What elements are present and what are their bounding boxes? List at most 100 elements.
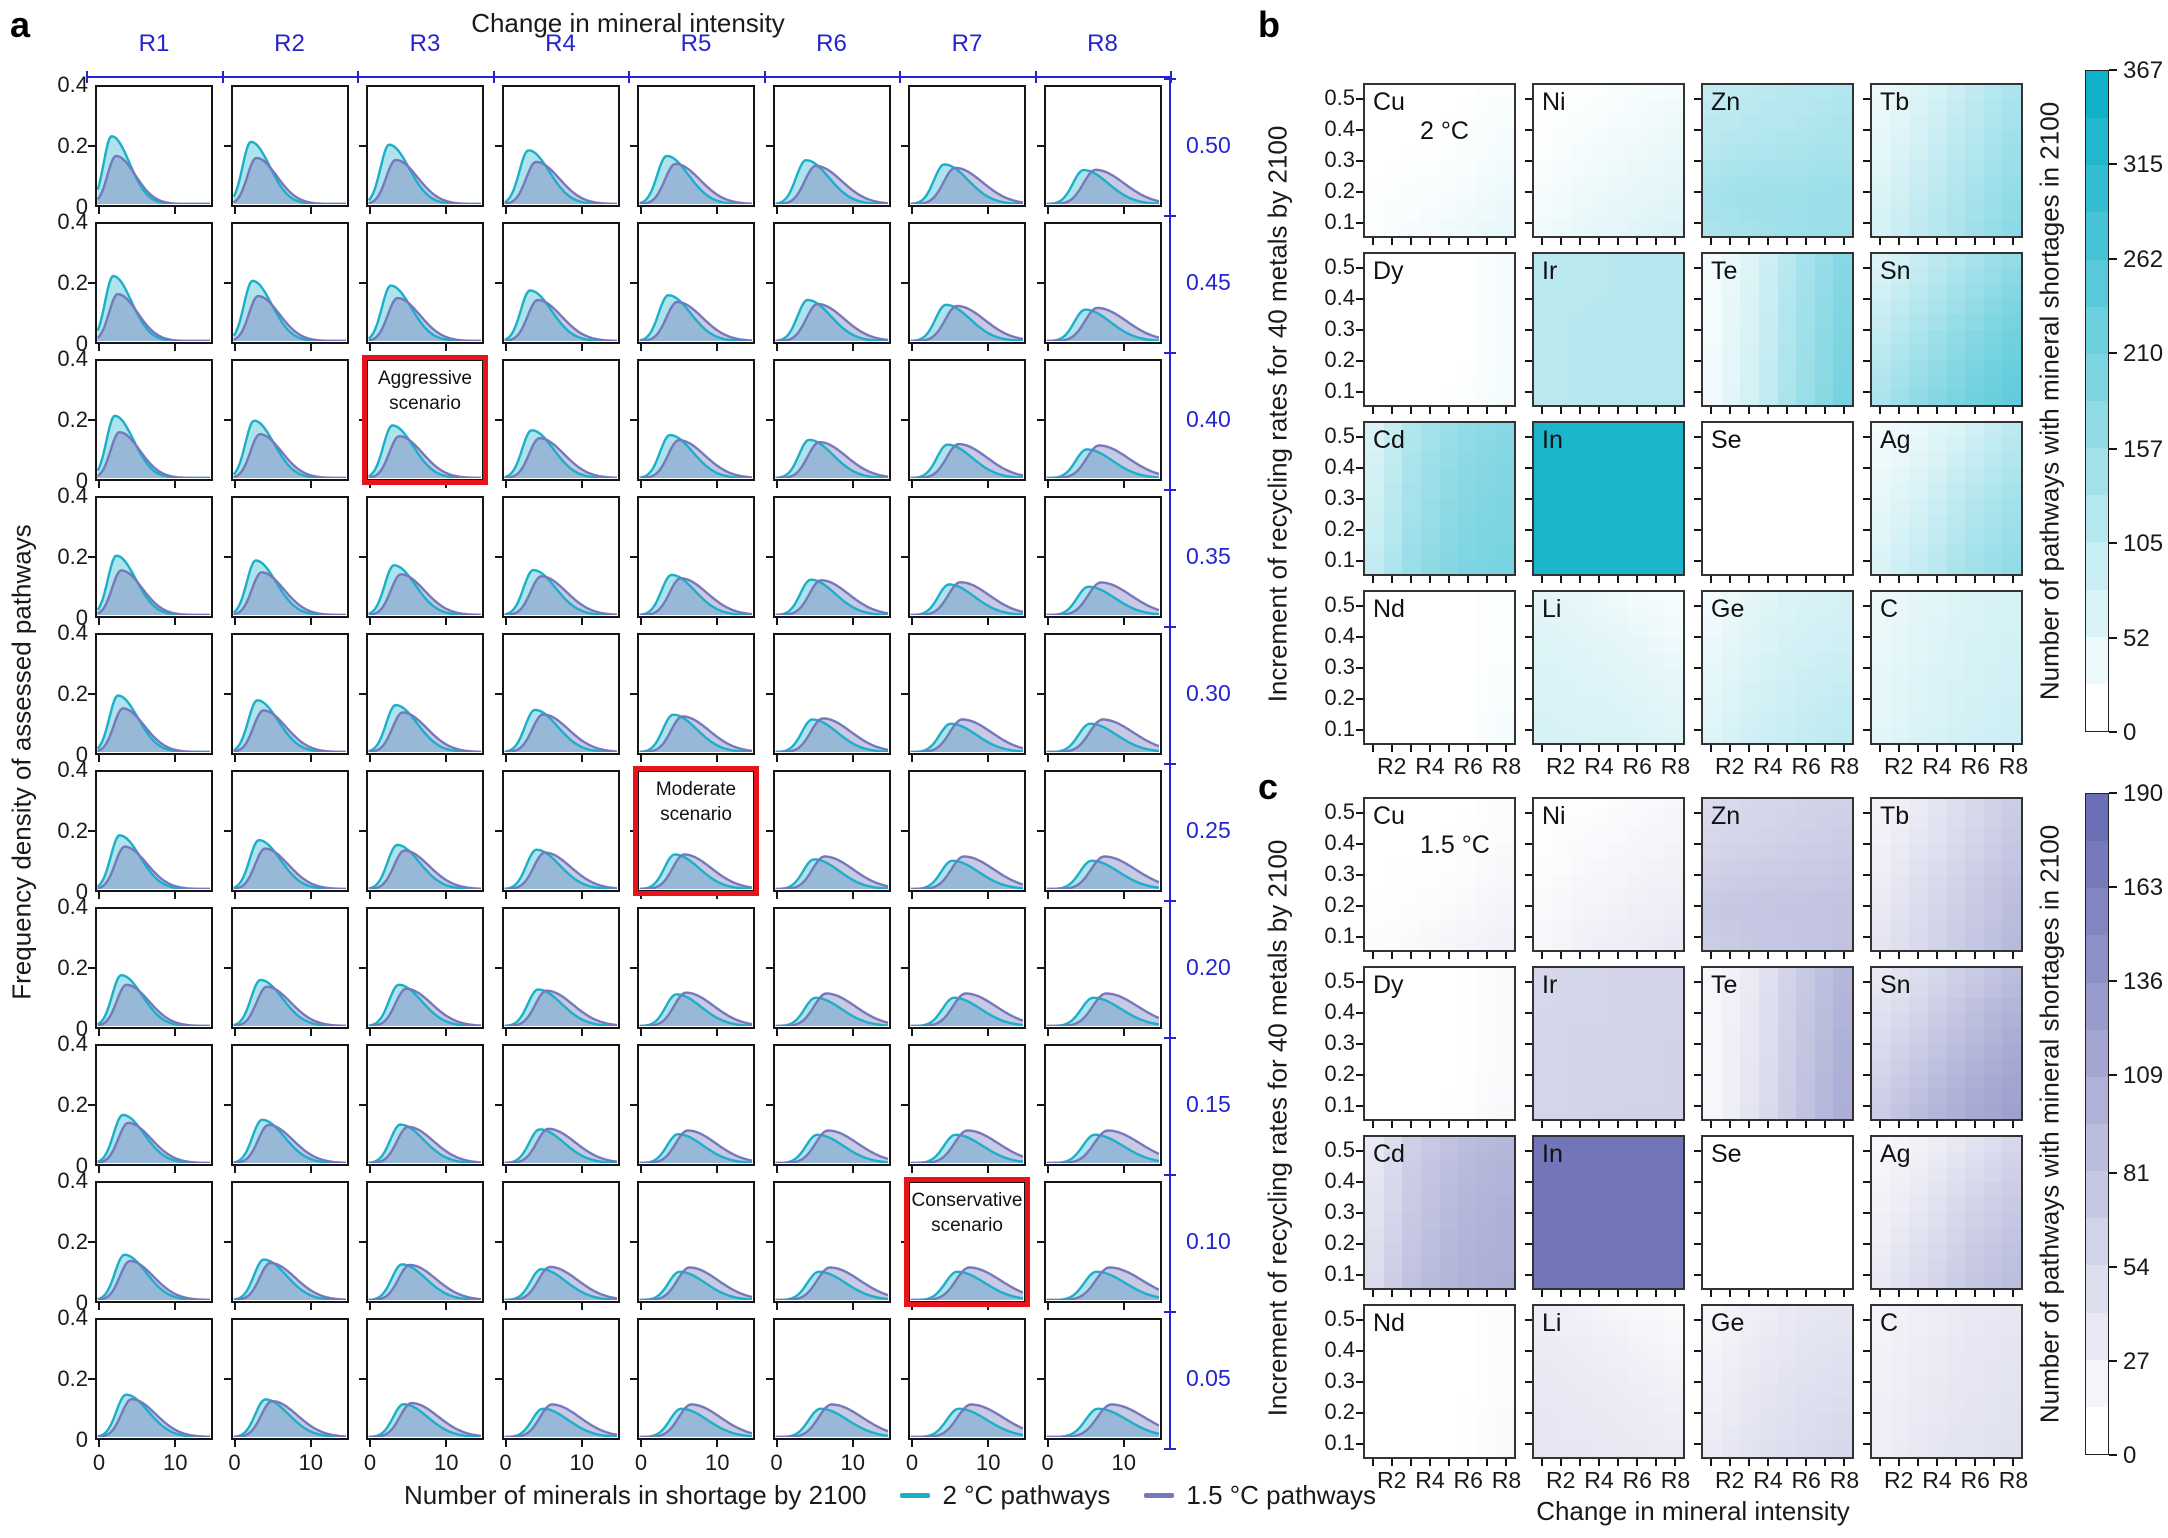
heat-left-tick <box>1694 1012 1701 1014</box>
heatmap-cell <box>1946 874 1966 890</box>
heat-bottom-tick <box>1843 1121 1846 1128</box>
heatmap-cell <box>1476 652 1496 668</box>
top-blue-tick <box>492 71 495 83</box>
heatmap-cell <box>1721 1137 1741 1153</box>
density-line-2c <box>639 853 752 889</box>
heat-bottom-tick <box>1843 1290 1846 1297</box>
metal-symbol-label: Ge <box>1711 1309 1745 1337</box>
heatmap-cell <box>1589 1028 1609 1044</box>
heatmap-cell <box>1721 799 1741 815</box>
heatmap-cell <box>1777 1441 1797 1457</box>
metal-symbol-label: Cd <box>1373 1140 1405 1168</box>
heatmap-cell <box>1439 1137 1459 1153</box>
heatmap-cell <box>2002 829 2021 845</box>
heatmap-cell <box>1814 1411 1834 1427</box>
heatmap-cell <box>1365 1306 1384 1322</box>
density-subplot <box>908 85 1026 207</box>
heatmap-cell <box>1927 712 1947 728</box>
heatmap-cell <box>1627 175 1646 191</box>
heatmap-cell <box>1814 1058 1834 1074</box>
heatmap-cell <box>1645 874 1665 890</box>
heatmap-cell <box>1589 682 1609 698</box>
heatmap-cell <box>1645 329 1665 345</box>
heat-bottom-tick <box>2012 952 2015 959</box>
heatmap-cell <box>1534 254 1553 270</box>
heatmap-subplot: Ir <box>1532 966 1685 1121</box>
heatmap-cell <box>1664 220 1683 236</box>
heatmap-cell <box>1552 889 1572 905</box>
heatmap-cell <box>1383 1103 1403 1119</box>
heatmap-cell <box>1420 374 1440 390</box>
density-subplot <box>908 359 1026 481</box>
heatmap-cell <box>1946 998 1966 1014</box>
density-subplot <box>1043 496 1162 618</box>
heatmap-cell <box>1552 374 1572 390</box>
density-line-1-5c <box>232 432 346 478</box>
heatmap-cell <box>1740 284 1759 300</box>
heatmap-cell <box>1946 607 1966 623</box>
density-subplot <box>637 496 755 618</box>
heatmap-cell <box>1608 254 1628 270</box>
heatmap-cell <box>2002 1242 2021 1258</box>
heatmap-cell <box>1402 1411 1421 1427</box>
heatmap-cell <box>1664 284 1683 300</box>
heatmap-cell <box>1439 1336 1459 1352</box>
heatmap-cell <box>1740 438 1759 454</box>
heatmap-cell <box>1740 799 1759 815</box>
density-bottom-tick <box>775 892 778 899</box>
heatmap-cell <box>1439 1257 1459 1273</box>
heatmap-cell <box>1833 115 1852 131</box>
heatmap-subplot: Cu 1.5 °C <box>1363 797 1516 952</box>
heatmap-cell <box>1927 1212 1947 1228</box>
heat-left-tick <box>1356 936 1363 938</box>
density-subplot <box>95 633 213 755</box>
heatmap-cell <box>1476 513 1496 529</box>
heatmap-cell <box>1927 423 1947 439</box>
heatmap-cell <box>1890 438 1910 454</box>
heatmap-cell <box>1402 1242 1421 1258</box>
density-fill-1-5c <box>1045 445 1159 478</box>
heatmap-cell <box>1758 1152 1778 1168</box>
heatmap-cell <box>1645 190 1665 206</box>
density-curves <box>639 1129 752 1163</box>
heatmap-cell <box>1571 453 1590 469</box>
heatmap-cell <box>1402 889 1421 905</box>
heatmap-cell <box>1703 919 1722 935</box>
density-bottom-tick <box>445 1166 447 1173</box>
heatmap-cell <box>1703 528 1722 544</box>
density-bottom-tick <box>1046 1303 1049 1310</box>
heat-bottom-tick <box>1935 407 1938 414</box>
heatmap-cell <box>1814 983 1834 999</box>
heatmap-cell <box>1909 543 1928 559</box>
heatmap-cell <box>1890 115 1910 131</box>
heatmap-cell <box>1589 528 1609 544</box>
heatmap-cell <box>1983 85 2003 101</box>
heatmap-cell <box>1909 1396 1928 1412</box>
heat-bottom-tick <box>1486 952 1489 959</box>
heatmap-cell <box>1552 314 1572 330</box>
heatmap-cell <box>1777 314 1797 330</box>
heatmap-cell <box>1965 998 1984 1014</box>
colorbar-tick-label: 136 <box>2123 968 2164 996</box>
density-bottom-tick <box>640 1166 642 1173</box>
heatmap-cell <box>1608 1441 1628 1457</box>
heatmap-cell <box>1420 513 1440 529</box>
heatmap-cell <box>1458 100 1477 116</box>
heat-bottom-tick <box>1559 1459 1562 1466</box>
heatmap-cells <box>1703 254 1852 405</box>
heatmap-cell <box>1552 1043 1572 1059</box>
heatmap-cell <box>1402 607 1421 623</box>
heatmap-subplot: Sn <box>1870 966 2023 1121</box>
colorbar-tick <box>2109 258 2117 261</box>
heatmap-cell <box>1627 1441 1646 1457</box>
heatmap-cell <box>1833 998 1852 1014</box>
heatmap-cell <box>1872 438 1891 454</box>
heatmap-cell <box>1796 423 1815 439</box>
heatmap-cell <box>1495 543 1514 559</box>
heatmap-cell <box>1365 904 1384 920</box>
heatmap-cell <box>1740 1167 1759 1183</box>
heatmap-cell <box>1965 220 1984 236</box>
heatmap-cell <box>1383 1272 1403 1288</box>
heatmap-cell <box>1495 329 1514 345</box>
heatmap-cell <box>1571 389 1590 405</box>
